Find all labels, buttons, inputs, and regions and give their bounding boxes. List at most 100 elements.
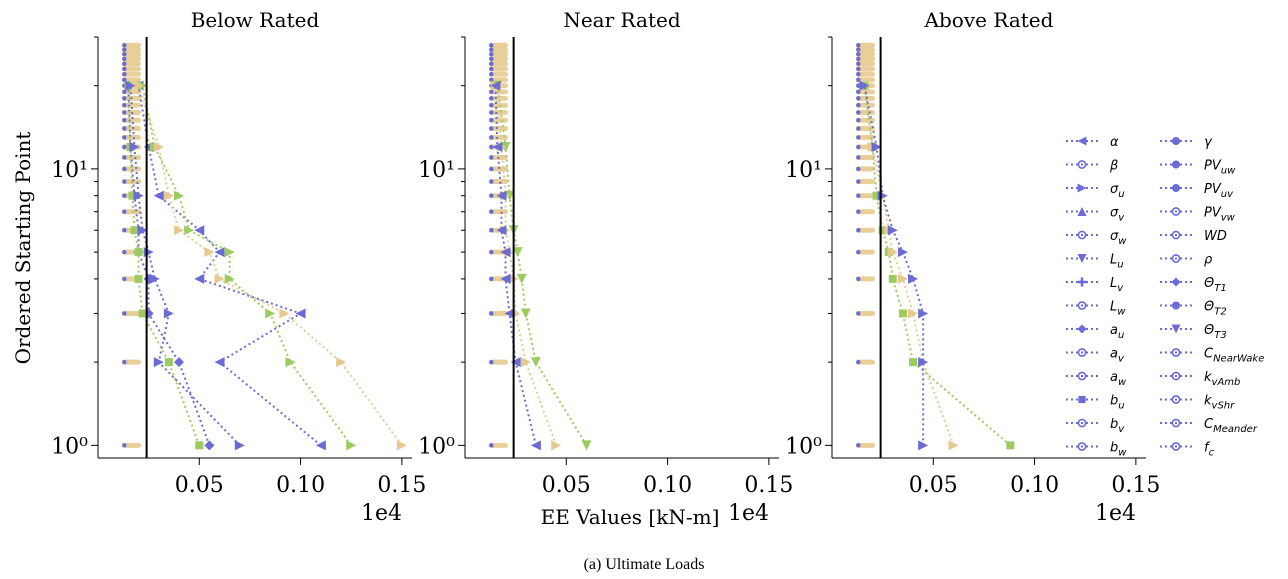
- data-point: [504, 308, 515, 319]
- legend-label: WD: [1204, 229, 1227, 244]
- cluster-point: [122, 166, 127, 172]
- series-path: [127, 85, 211, 446]
- data-point: [153, 357, 164, 368]
- cluster-point: [489, 249, 494, 255]
- data-point: [1006, 441, 1015, 450]
- y-tick-label: 10⁰: [418, 434, 455, 459]
- data-point: [898, 309, 907, 318]
- legend-label: σu: [1110, 182, 1125, 200]
- cluster-point: [856, 249, 861, 255]
- cluster-point: [856, 66, 861, 72]
- cluster-point: [489, 155, 494, 160]
- y-tick-label: 10¹: [785, 158, 822, 183]
- cluster-point: [489, 144, 494, 150]
- legend-marker: [1171, 324, 1181, 334]
- data-point: [143, 247, 154, 258]
- data-point: [134, 274, 143, 283]
- data-point: [551, 440, 562, 451]
- data-point: [204, 440, 215, 451]
- cluster-point: [489, 118, 494, 123]
- data-point: [164, 358, 173, 367]
- legend-marker: [1171, 254, 1181, 263]
- legend-item: aw: [1066, 370, 1127, 388]
- series-path: [137, 85, 322, 447]
- y-tick-label: 10¹: [51, 158, 88, 183]
- series-line: [133, 80, 407, 451]
- data-point: [918, 440, 929, 451]
- cluster-point: [489, 179, 494, 184]
- cluster-point: [122, 443, 127, 448]
- cluster-point: [856, 47, 861, 52]
- x-tick-label: 0.05: [542, 473, 591, 498]
- data-point: [490, 80, 501, 91]
- data-point: [214, 247, 225, 258]
- figure-caption: (a) Ultimate Loads: [584, 556, 705, 573]
- cluster-point: [856, 144, 861, 150]
- x-tick-label: 0.05: [175, 473, 224, 498]
- legend-item: PVuw: [1160, 159, 1236, 177]
- data-point: [878, 226, 887, 235]
- data-point: [174, 357, 185, 368]
- data-point: [224, 273, 235, 284]
- data-point: [125, 80, 136, 91]
- legend-item: kvShr: [1160, 394, 1235, 412]
- legend-item: CNearWake: [1160, 347, 1264, 365]
- legend-label: bv: [1110, 417, 1125, 435]
- legend-label: ΘT1: [1204, 276, 1227, 294]
- x-tick-label: 0.10: [643, 473, 692, 498]
- legend-item: Lv: [1066, 276, 1124, 294]
- data-point: [887, 225, 898, 236]
- panel-title: Near Rated: [563, 8, 680, 32]
- cluster-point: [856, 155, 861, 160]
- cluster-point: [489, 102, 494, 108]
- series-line: [860, 81, 1015, 450]
- y-axis-label: Ordered Starting Point: [11, 132, 35, 365]
- data-point: [279, 308, 290, 319]
- data-point: [512, 247, 523, 258]
- x-tick-label: 0.15: [377, 473, 426, 498]
- cluster-point: [489, 193, 494, 198]
- data-point: [530, 357, 541, 368]
- dense-point-cluster: [855, 42, 876, 448]
- legend-label: γ: [1204, 135, 1213, 150]
- cluster-point: [122, 179, 127, 184]
- legend-item: fc: [1160, 441, 1215, 459]
- data-point: [346, 440, 357, 451]
- data-point: [520, 308, 531, 319]
- legend-marker: [1171, 442, 1181, 451]
- legend-label: α: [1110, 135, 1119, 150]
- data-point: [908, 308, 919, 319]
- cluster-point: [489, 96, 494, 101]
- cluster-point: [122, 51, 127, 57]
- data-point: [516, 273, 527, 284]
- cluster-point: [122, 47, 127, 52]
- legend-marker: [1077, 418, 1087, 428]
- cluster-point: [122, 126, 127, 131]
- legend-marker: [1171, 371, 1181, 381]
- cluster-point: [489, 61, 494, 66]
- cluster-point: [489, 43, 494, 48]
- data-point: [315, 440, 326, 451]
- cluster-point: [122, 359, 127, 365]
- data-point: [174, 225, 185, 236]
- legend: αβ σu σv σw Lu Lv Lw au av aw bu bv bw γ PVuw PVuv PVvw W…: [1066, 135, 1264, 459]
- cluster-point: [122, 118, 127, 123]
- cluster-point: [856, 89, 861, 95]
- legend-label: Lu: [1110, 253, 1124, 271]
- cluster-point: [489, 126, 494, 131]
- cluster-point: [122, 110, 127, 115]
- cluster-point: [856, 311, 861, 316]
- series-line: [859, 80, 929, 451]
- legend-label: Lv: [1110, 276, 1124, 294]
- x-tick-label: 0.15: [1111, 473, 1160, 498]
- data-point: [265, 308, 276, 319]
- series-line: [137, 80, 357, 451]
- cluster-point: [122, 249, 127, 255]
- dense-point-cluster: [488, 42, 509, 448]
- data-point: [195, 441, 204, 450]
- legend-marker: [1171, 418, 1181, 428]
- x-offset-text: 1e4: [728, 501, 769, 526]
- data-point: [137, 225, 148, 236]
- data-point: [149, 273, 160, 284]
- data-point: [285, 357, 296, 368]
